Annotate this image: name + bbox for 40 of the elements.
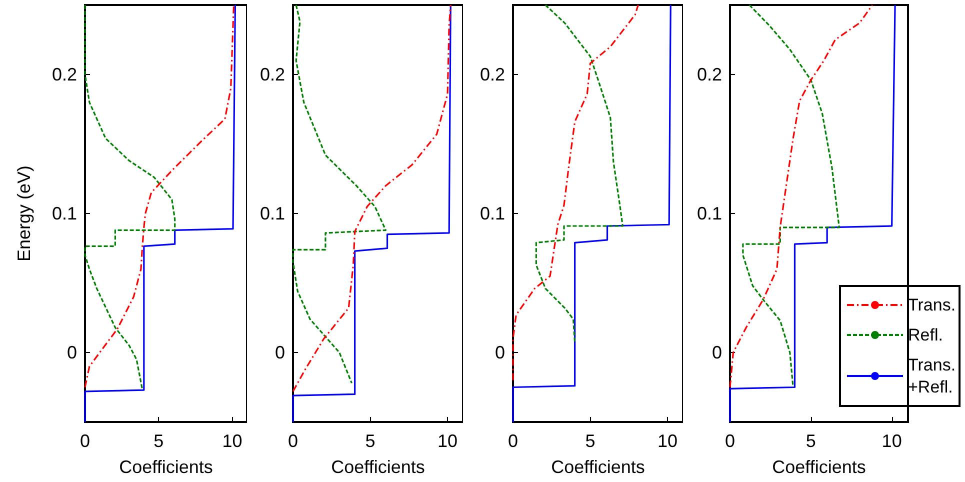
y-tick-label: 0.1 — [480, 204, 505, 224]
x-tick-label: 0 — [508, 431, 518, 451]
x-tick-label: 5 — [154, 431, 164, 451]
x-tick-label: 0 — [724, 431, 736, 451]
y-tick-label: 0.1 — [52, 204, 77, 224]
line-series — [512, 4, 672, 423]
x-tick-label: 5 — [585, 431, 596, 451]
line-series — [512, 4, 639, 382]
y-tick-label: 0.2 — [696, 64, 722, 84]
legend-label: Trans. +Refl. — [908, 356, 956, 396]
y-tick-label: 0 — [274, 342, 285, 362]
x-axis-title: Coefficients — [119, 457, 213, 477]
y-tick-label: 0 — [494, 342, 505, 362]
y-tick-label: 0.2 — [52, 64, 77, 84]
x-tick-label: 0 — [288, 431, 298, 451]
line-series — [729, 4, 896, 423]
x-axis-title: Coefficients — [772, 457, 866, 477]
y-axis-title: Energy (eV) — [14, 165, 34, 262]
legend-label: Refl. — [908, 326, 943, 344]
x-tick-label: 10 — [882, 431, 902, 451]
x-tick-label: 10 — [222, 431, 242, 451]
y-tick-label: 0.1 — [696, 204, 722, 224]
y-tick-label: 0 — [66, 342, 77, 362]
line-series — [535, 4, 624, 344]
y-tick-label: 0.2 — [480, 64, 505, 84]
y-tick-label: 0.1 — [260, 204, 285, 224]
line-series — [292, 4, 387, 384]
y-tick-label: 0.2 — [260, 64, 285, 84]
x-tick-label: 5 — [365, 431, 376, 451]
legend-label: Trans. — [908, 296, 956, 314]
x-tick-label: 10 — [438, 431, 458, 451]
line-series — [742, 4, 840, 388]
x-axis-title: Coefficients — [551, 457, 645, 477]
x-axis-title: Coefficients — [331, 457, 425, 477]
line-series — [729, 4, 874, 388]
x-tick-label: 10 — [658, 431, 678, 451]
x-tick-label: 5 — [806, 431, 816, 451]
y-tick-label: 0 — [712, 342, 722, 362]
line-series — [84, 4, 176, 391]
x-tick-label: 0 — [80, 431, 90, 451]
